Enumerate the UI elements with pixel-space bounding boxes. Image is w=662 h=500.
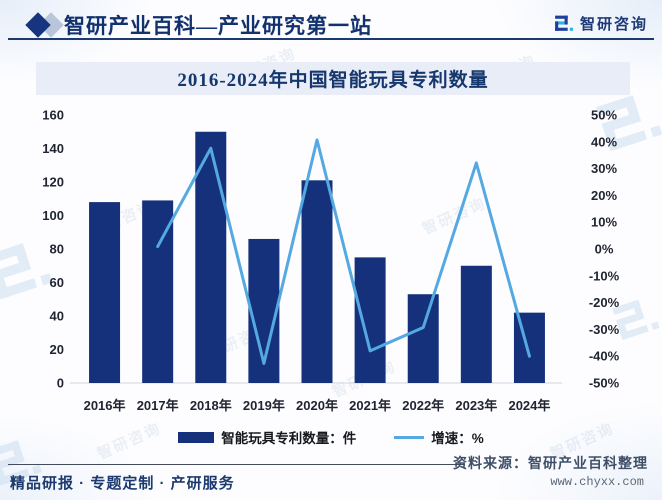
footer-divider [8,464,465,465]
left-axis-tick: 80 [50,242,64,257]
chart-title: 2016-2024年中国智能玩具专利数量 [177,70,489,91]
services-tagline: 精品研报 · 专题定制 · 产研服务 [10,475,235,492]
x-axis-label: 2020年 [296,398,338,413]
right-axis-tick: -10% [589,268,620,283]
right-axis-tick: -50% [589,376,620,391]
bar [142,200,174,383]
left-axis-tick: 140 [42,141,64,156]
left-axis-tick: 100 [42,208,64,223]
x-axis-label: 2019年 [243,398,285,413]
right-axis-tick: 30% [591,161,617,176]
right-axis-tick: -40% [589,349,620,364]
right-axis-tick: -20% [589,295,620,310]
x-axis-label: 2023年 [455,398,497,413]
line-series-label: 增速：% [431,431,484,446]
legend-item-bars: 智能玩具专利数量：件 [178,427,356,447]
left-axis-tick: 40 [50,309,64,324]
chart-title-banner: 2016-2024年中国智能玩具专利数量 [36,62,630,95]
left-axis-tick: 0 [57,376,64,391]
bar [195,131,227,383]
right-axis-tick: 0% [595,242,614,257]
right-axis-tick: 20% [591,188,617,203]
x-axis-label: 2022年 [402,398,444,413]
header-divider [8,38,654,40]
x-axis-label: 2017年 [137,398,179,413]
company-logo: 智研咨询 [553,13,648,34]
bar [354,257,386,383]
bar [513,312,545,383]
bar [407,294,439,383]
bar [460,265,492,383]
right-axis-tick: -30% [589,322,620,337]
x-axis-label: 2016年 [84,398,126,413]
logo-text: 智研咨询 [579,16,648,33]
chart-legend: 智能玩具专利数量：件 增速：% [0,427,662,447]
line-series-swatch [394,435,425,439]
left-axis-tick: 160 [42,108,64,123]
bar [301,180,333,383]
website-text: www.chyxx.com [550,475,644,489]
x-axis-label: 2024年 [508,398,550,413]
bar-series-swatch [178,431,215,443]
legend-item-line: 增速：% [394,427,484,447]
growth-line [156,138,531,365]
right-axis-tick: 50% [591,108,617,123]
logo-mark-icon [555,15,573,31]
left-axis-tick: 120 [42,175,64,190]
x-axis-label: 2021年 [349,398,391,413]
left-axis-tick: 20 [50,342,64,357]
bar [89,202,121,383]
brand-title: 智研产业百科—产业研究第一站 [64,14,372,38]
right-axis-tick: 10% [591,215,617,230]
bar-series-label: 智能玩具专利数量：件 [221,431,357,446]
x-axis-label: 2018年 [190,398,232,413]
data-source-text: 资料来源：智研产业百科整理 [453,455,648,471]
left-axis-tick: 60 [50,275,64,290]
right-axis-tick: 40% [591,134,617,149]
